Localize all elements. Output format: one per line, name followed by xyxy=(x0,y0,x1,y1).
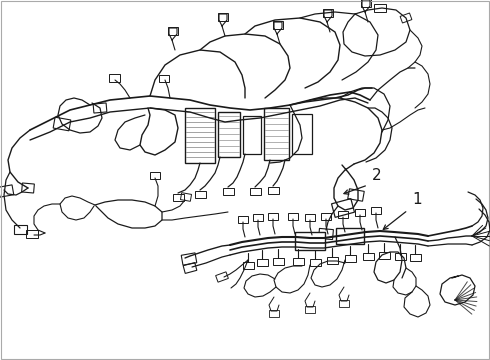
Bar xyxy=(256,258,268,266)
Bar xyxy=(218,112,240,157)
Bar xyxy=(93,103,107,113)
Bar xyxy=(339,300,349,306)
Bar xyxy=(268,212,278,220)
Bar xyxy=(310,258,320,266)
Bar xyxy=(378,252,390,258)
Bar xyxy=(361,0,371,7)
Text: 1: 1 xyxy=(412,192,421,207)
Bar xyxy=(185,108,215,163)
Bar xyxy=(374,4,386,12)
Bar xyxy=(293,257,303,265)
Bar xyxy=(218,13,228,21)
Bar xyxy=(323,9,333,17)
Bar xyxy=(150,171,160,179)
Bar xyxy=(159,75,169,81)
Bar xyxy=(53,117,71,131)
Bar xyxy=(0,185,14,197)
Bar xyxy=(243,261,253,269)
Bar xyxy=(348,189,364,201)
Bar xyxy=(253,213,263,220)
Bar xyxy=(195,190,205,198)
Bar xyxy=(400,13,412,23)
Bar xyxy=(168,27,178,35)
Bar xyxy=(216,272,228,282)
Bar xyxy=(268,186,278,194)
Bar xyxy=(295,232,325,250)
Bar xyxy=(332,199,354,217)
Bar xyxy=(108,74,120,82)
Bar xyxy=(272,257,284,265)
Bar xyxy=(338,211,348,217)
Bar xyxy=(292,114,312,154)
Bar xyxy=(305,306,315,312)
Bar xyxy=(318,228,333,240)
Bar xyxy=(269,310,279,316)
Bar xyxy=(183,262,197,273)
Bar xyxy=(264,108,289,160)
Bar xyxy=(273,21,283,29)
Bar xyxy=(326,256,338,264)
Bar xyxy=(336,228,364,244)
Bar xyxy=(249,188,261,194)
Bar xyxy=(410,253,420,261)
Bar xyxy=(321,212,331,220)
Bar xyxy=(363,252,373,260)
Bar xyxy=(22,183,34,193)
Bar xyxy=(222,188,234,194)
Bar xyxy=(14,225,26,234)
Bar xyxy=(305,213,315,220)
Bar xyxy=(180,193,192,201)
Text: 2: 2 xyxy=(372,168,382,183)
Bar xyxy=(288,212,298,220)
Bar xyxy=(371,207,381,213)
Bar xyxy=(355,208,365,216)
Bar xyxy=(26,230,38,238)
Bar xyxy=(394,252,406,260)
Bar xyxy=(172,194,183,201)
Bar xyxy=(238,216,248,222)
Bar xyxy=(344,255,356,261)
Bar xyxy=(181,253,197,265)
Bar xyxy=(243,116,261,154)
